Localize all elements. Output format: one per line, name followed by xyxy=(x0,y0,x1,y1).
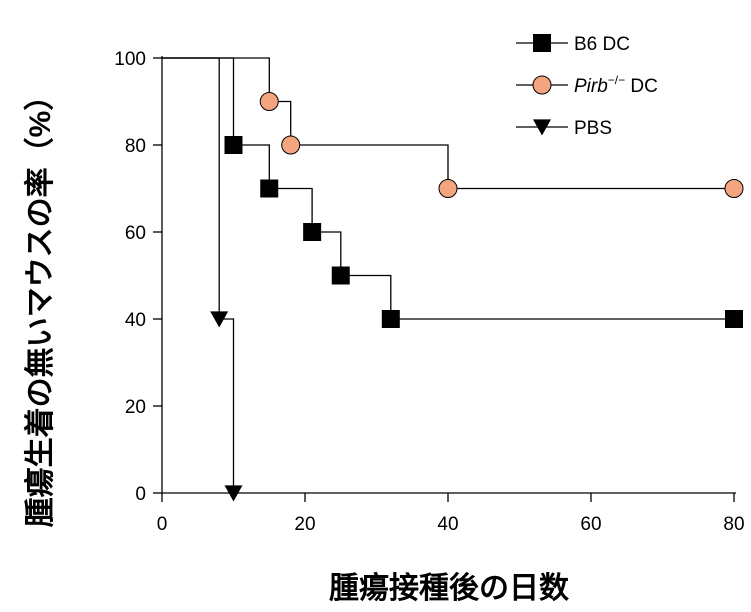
y-tick-label: 0 xyxy=(135,484,146,505)
data-point xyxy=(281,135,301,155)
legend: B6 DC Pirb−/− DC PBS xyxy=(516,34,658,139)
y-tick-label: 40 xyxy=(125,310,146,331)
data-point xyxy=(725,310,743,328)
data-point xyxy=(331,266,350,285)
y-tick-label: 100 xyxy=(114,49,146,70)
data-point xyxy=(438,179,458,198)
x-tick-label: 0 xyxy=(157,514,168,535)
y-tick-label: 60 xyxy=(125,223,146,244)
legend-item-3: PBS xyxy=(516,118,612,139)
axes: 0 20 40 60 80 100 0 20 40 60 80 xyxy=(114,49,744,535)
legend-label: B6 DC xyxy=(574,34,630,55)
series-2 xyxy=(162,57,744,198)
legend-marker xyxy=(533,34,551,52)
legend-item-1: B6 DC xyxy=(516,34,630,55)
series-line xyxy=(162,57,734,320)
series-layer xyxy=(162,57,744,502)
data-point xyxy=(303,223,322,241)
legend-marker xyxy=(533,119,551,136)
legend-label: Pirb−/− DC xyxy=(574,73,658,97)
x-tick-label: 80 xyxy=(723,514,744,535)
data-point xyxy=(260,179,279,198)
series-1 xyxy=(162,57,743,328)
legend-label: PBS xyxy=(574,118,612,139)
data-point xyxy=(381,310,400,328)
y-axis-title: 腫瘍生着の無いマウスの率（%） xyxy=(23,81,57,528)
y-tick-label: 20 xyxy=(125,397,146,418)
data-point xyxy=(210,311,229,328)
x-axis-title: 腫瘍接種後の日数 xyxy=(329,572,570,605)
data-point xyxy=(724,179,744,198)
legend-item-2: Pirb−/− DC xyxy=(516,73,658,97)
y-tick-label: 80 xyxy=(125,136,146,157)
x-tick-label: 60 xyxy=(580,514,601,535)
data-point xyxy=(224,485,243,502)
series-line xyxy=(162,57,235,493)
legend-marker xyxy=(532,75,552,95)
x-tick-label: 40 xyxy=(437,514,458,535)
data-point xyxy=(259,92,279,111)
data-point xyxy=(224,136,243,154)
series-3 xyxy=(162,57,243,502)
x-tick-label: 20 xyxy=(294,514,315,535)
